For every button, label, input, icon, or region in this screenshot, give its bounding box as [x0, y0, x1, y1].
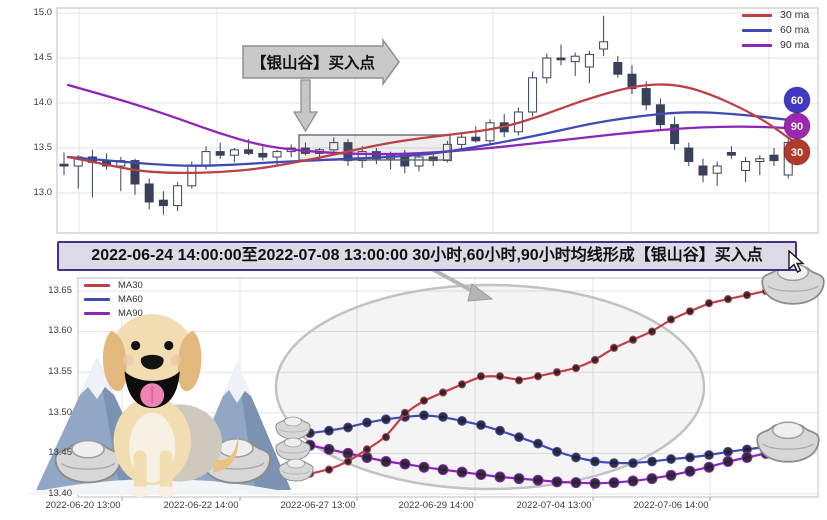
ma-badges: 60 90 30 — [783, 86, 811, 166]
MA30-line-swatch — [84, 284, 110, 287]
ingots-line-start — [275, 416, 314, 482]
60ma-label: 60 ma — [780, 24, 810, 36]
bottom-ma-chart — [28, 263, 825, 501]
bottom-legend: MA30 MA60 MA90 — [84, 280, 143, 322]
MA60-label: MA60 — [118, 294, 143, 305]
30ma-label: 30 ma — [780, 9, 810, 21]
bot-xtick-0: 2022-06-20 13:00 — [45, 500, 121, 511]
legend-item-MA30: MA30 — [84, 280, 143, 291]
dog-illustration — [102, 314, 239, 498]
bot-ytick-13.45: 13.45 — [48, 447, 72, 458]
buy-point-callout: 【银山谷】买入点 — [242, 37, 400, 133]
badge-30-label: 30 — [791, 147, 803, 159]
top-ytick-14.0: 14.0 — [33, 97, 53, 108]
MA90-line-swatch — [84, 312, 110, 315]
bot-ytick-13.55: 13.55 — [48, 366, 72, 377]
callout-arrow-shape — [242, 37, 400, 87]
bot-xtick-5: 2022-07-06 14:00 — [633, 500, 709, 511]
badge-60-label: 60 — [791, 95, 803, 107]
legend-item-MA90: MA90 — [84, 308, 143, 319]
legend-item-30ma: 30 ma — [742, 9, 809, 21]
bot-ytick-13.65: 13.65 — [48, 285, 72, 296]
top-candlestick-chart: 【银山谷】买入点 60 90 30 — [56, 7, 819, 234]
90ma-line-swatch — [742, 43, 772, 47]
60ma-line-swatch — [742, 28, 772, 32]
bot-ytick-13.40: 13.40 — [48, 488, 72, 499]
legend-item-90ma: 90 ma — [742, 39, 809, 51]
MA60-line-swatch — [84, 298, 110, 301]
top-legend: 30 ma 60 ma 90 ma — [742, 9, 809, 54]
arrow-to-ellipse — [429, 266, 494, 302]
90ma-label: 90 ma — [780, 39, 810, 51]
bot-ytick-13.50: 13.50 — [48, 407, 72, 418]
30ma-line-swatch — [742, 13, 772, 17]
banner-title: 2022-06-24 14:00:00至2022-07-08 13:00:00 … — [57, 241, 797, 271]
MA30-label: MA30 — [118, 280, 143, 291]
mouse-cursor-icon — [788, 250, 805, 273]
MA90-label: MA90 — [118, 308, 143, 319]
bot-xtick-2: 2022-06-27 13:00 — [280, 500, 356, 511]
bot-xtick-3: 2022-06-29 14:00 — [398, 500, 474, 511]
down-arrow-icon — [292, 79, 319, 133]
bot-ytick-13.60: 13.60 — [48, 325, 72, 336]
top-ytick-13.0: 13.0 — [33, 187, 53, 198]
badge-30 — [783, 138, 811, 166]
legend-item-60ma: 60 ma — [742, 24, 809, 36]
ingots-line-end — [756, 263, 825, 463]
badge-90-label: 90 — [791, 121, 803, 133]
top-ytick-14.5: 14.5 — [33, 52, 53, 63]
legend-item-MA60: MA60 — [84, 294, 143, 305]
top-ytick-13.5: 13.5 — [33, 142, 53, 153]
top-plot-area — [56, 7, 819, 234]
bot-xtick-4: 2022-07-04 13:00 — [516, 500, 592, 511]
top-ytick-15.0: 15.0 — [33, 7, 53, 18]
callout-label: 【银山谷】买入点 — [251, 53, 376, 72]
ma-series-lines — [304, 274, 810, 489]
bot-xtick-1: 2022-06-22 14:00 — [163, 500, 239, 511]
